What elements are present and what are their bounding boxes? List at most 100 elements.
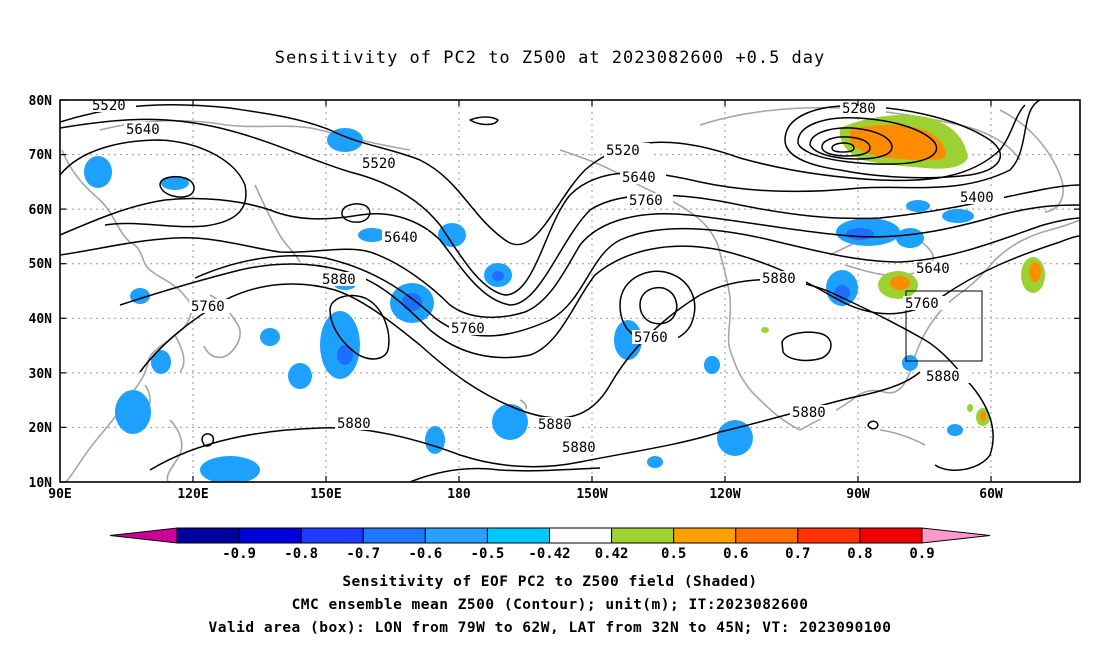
colorbar-label: -0.9 xyxy=(222,546,256,562)
contour-line xyxy=(409,467,601,482)
neg-blob xyxy=(151,350,171,374)
neg-blob xyxy=(906,200,930,212)
contour-labels: 5520 5640 5520 5640 5760 5880 5760 5880 … xyxy=(90,98,1004,456)
neg-blob xyxy=(115,390,151,434)
coast-namerica-west xyxy=(717,244,801,431)
colorbar-bin xyxy=(176,527,240,544)
lon-label-180: 180 xyxy=(447,487,471,502)
valid-area-box xyxy=(905,290,983,362)
lat-label-70n: 70N xyxy=(29,148,53,163)
contour-ring-small-4 xyxy=(781,331,832,362)
coast-korea xyxy=(174,334,185,373)
contour-ring-small-3 xyxy=(469,116,499,126)
lon-label-120e: 120E xyxy=(177,487,208,502)
contour-label-c5520c: 5520 xyxy=(604,143,650,159)
contour-ring-small-1 xyxy=(159,175,195,198)
contour-label-c5880a: 5880 xyxy=(320,272,366,288)
pos-orange-caribbean xyxy=(980,411,986,421)
colorbar-label: 0.42 xyxy=(595,546,629,562)
contour-line xyxy=(119,235,1080,359)
contour-label-text: 5280 xyxy=(842,101,876,117)
contour-line xyxy=(60,100,1041,296)
contour-label-text: 5880 xyxy=(792,405,826,421)
contour-line xyxy=(194,217,1080,337)
contour-label-c5640d: 5640 xyxy=(914,261,960,277)
coast-neast xyxy=(909,219,1080,373)
colorbar: -0.9 -0.8 -0.7 -0.6 -0.5 -0.42 0.42 0.5 0.6 0.7 0.… xyxy=(109,527,991,562)
lon-label-90w: 90W xyxy=(846,487,870,502)
contour-label-text: 5880 xyxy=(337,416,371,432)
contour-ring-small-6 xyxy=(867,420,879,430)
contour-label-c5520b: 5520 xyxy=(360,156,406,172)
neg-blob xyxy=(942,209,974,223)
contour-label-c5760e: 5760 xyxy=(903,296,949,312)
neg-blob xyxy=(161,176,189,190)
contour-line xyxy=(149,371,921,471)
contour-label-c5880c: 5880 xyxy=(536,417,582,433)
neg-blob xyxy=(896,228,924,248)
pos-green-small2 xyxy=(967,404,973,412)
neg-core xyxy=(846,228,874,240)
lat-label-10n: 10N xyxy=(29,476,53,491)
coast-hawaii xyxy=(519,399,527,410)
colorbar-bin xyxy=(424,527,488,544)
neg-blob xyxy=(200,456,260,482)
colorbar-bin xyxy=(486,527,550,544)
contour-label-text: 5520 xyxy=(92,98,126,114)
contour-label-c5640b: 5640 xyxy=(382,230,428,246)
pos-green-small xyxy=(761,327,769,333)
neg-blob xyxy=(902,355,918,371)
contour-label-text: 5760 xyxy=(451,321,485,337)
neg-blob xyxy=(260,328,280,346)
contour-label-text: 5880 xyxy=(538,417,572,433)
contour-label-c5880b: 5880 xyxy=(335,416,381,432)
contour-label-text: 5760 xyxy=(634,330,668,346)
latitude-labels: 80N 70N 60N 50N 40N 30N 20N 10N xyxy=(29,94,53,491)
colorbar-label: -0.8 xyxy=(284,546,318,562)
contour-label-text: 5880 xyxy=(926,369,960,385)
neg-blob xyxy=(84,156,112,188)
neg-blob xyxy=(492,404,528,440)
contour-label-text: 5400 xyxy=(960,190,994,206)
neg-core xyxy=(834,285,850,301)
colorbar-label: 0.7 xyxy=(785,546,810,562)
contour-label-text: 5640 xyxy=(126,122,160,138)
contour-line xyxy=(60,139,247,228)
colorbar-bin xyxy=(735,527,799,544)
contour-label-text: 5760 xyxy=(191,299,225,315)
colorbar-bin xyxy=(300,527,364,544)
colorbar-tip-left xyxy=(109,527,178,544)
contour-label-c5880g: 5880 xyxy=(790,405,836,421)
lat-label-40n: 40N xyxy=(29,312,53,327)
colorbar-bin xyxy=(673,527,737,544)
colorbar-label: -0.5 xyxy=(471,546,505,562)
contour-label-text: 5640 xyxy=(384,230,418,246)
contour-label-c5520a: 5520 xyxy=(90,98,136,114)
lon-label-150w: 150W xyxy=(576,487,607,502)
contour-label-c5760d: 5760 xyxy=(632,330,678,346)
contour-ring-small-5 xyxy=(201,433,215,447)
contour-line xyxy=(60,204,1080,319)
contour-ring-arctic-3 xyxy=(821,136,871,157)
colorbar-bin xyxy=(611,527,675,544)
contour-label-text: 5520 xyxy=(606,143,640,159)
contour-line xyxy=(60,104,1026,246)
colorbar-bin xyxy=(362,527,426,544)
contour-ring-arctic-4 xyxy=(831,142,855,153)
neg-blob xyxy=(327,128,363,152)
caption-line-2: CMC ensemble mean Z500 (Contour); unit(m… xyxy=(291,597,809,613)
colorbar-label: -0.6 xyxy=(408,546,442,562)
plot-title: Sensitivity of PC2 to Z500 at 2023082600… xyxy=(274,48,826,68)
coast-philippines xyxy=(166,419,183,482)
colorbar-bin xyxy=(238,527,302,544)
contour-label-c5400: 5400 xyxy=(958,190,1004,206)
contour-label-c5760c: 5760 xyxy=(627,193,673,209)
longitude-labels: 90E 120E 150E 180 150W 120W 90W 60W xyxy=(48,487,1003,502)
map-frame xyxy=(59,99,1081,483)
z500-contours xyxy=(60,100,1080,482)
neg-blob xyxy=(358,228,386,242)
pos-orange-atlantic xyxy=(1029,262,1041,282)
contour-label-text: 5880 xyxy=(322,272,356,288)
contour-line xyxy=(139,278,994,471)
colorbar-bin xyxy=(549,527,613,544)
